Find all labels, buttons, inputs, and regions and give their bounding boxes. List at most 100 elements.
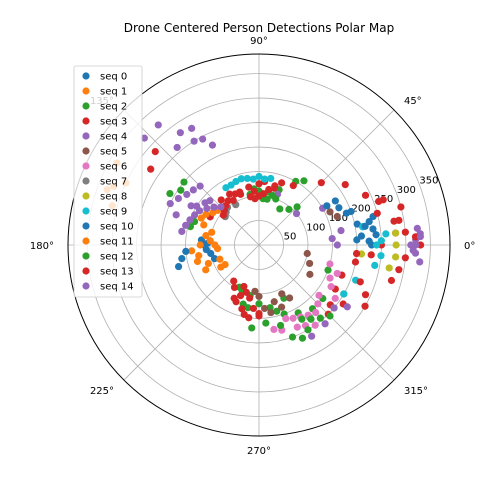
data-point (209, 209, 217, 217)
theta-tick-label: 315° (404, 386, 428, 397)
data-point (237, 175, 245, 183)
data-point (317, 179, 325, 187)
data-point (245, 183, 253, 191)
legend-marker (82, 162, 90, 170)
data-point (385, 264, 393, 272)
legend-marker (82, 237, 90, 245)
data-point (278, 179, 286, 187)
legend-marker (82, 192, 90, 200)
data-point (197, 214, 205, 222)
angular-gridline (123, 109, 260, 246)
data-point (230, 294, 238, 302)
data-point (191, 211, 199, 219)
data-point (333, 241, 341, 249)
legend-marker (82, 87, 90, 95)
data-point (276, 205, 284, 213)
legend-label: seq 8 (100, 192, 127, 203)
data-point (271, 182, 279, 190)
data-point (365, 237, 373, 245)
data-point (392, 253, 400, 261)
data-point (226, 190, 234, 198)
data-point (249, 304, 258, 313)
data-point (412, 241, 420, 249)
data-point (210, 203, 218, 211)
data-point (206, 237, 214, 245)
data-point (401, 254, 409, 262)
data-point (351, 258, 360, 266)
data-point (330, 304, 338, 312)
data-point (154, 121, 162, 129)
data-point (377, 252, 385, 260)
data-point (199, 135, 207, 143)
data-point (193, 202, 201, 210)
data-point (236, 188, 244, 196)
data-point (373, 209, 381, 217)
data-point (392, 241, 400, 249)
data-point (251, 287, 259, 295)
legend-label: seq 5 (100, 147, 127, 158)
theta-tick-label: 45° (404, 96, 422, 107)
data-point (188, 124, 196, 132)
data-point (208, 228, 216, 236)
data-points (103, 121, 425, 342)
data-point (265, 185, 273, 194)
angular-gridline (258, 109, 395, 246)
data-point (245, 314, 253, 322)
legend-box (73, 65, 143, 298)
legend-marker (82, 222, 90, 230)
data-point (195, 252, 203, 260)
data-point (240, 282, 248, 291)
data-point (172, 211, 180, 219)
legend-label: seq 7 (100, 177, 127, 188)
data-point (182, 247, 190, 256)
data-point (196, 182, 204, 190)
data-point (210, 255, 219, 263)
data-point (262, 319, 270, 327)
data-point (230, 283, 239, 292)
data-point (326, 312, 334, 320)
data-point (174, 262, 183, 271)
data-point (177, 186, 185, 194)
legend: seq 0 seq 1 seq 2 seq 3 seq 4 seq 5 seq 6 seq 7… (73, 65, 143, 298)
legend-label: seq 1 (100, 87, 127, 98)
data-point (203, 204, 211, 213)
data-point (238, 305, 246, 313)
data-point (416, 258, 424, 266)
legend-marker (82, 207, 90, 215)
data-point (304, 326, 312, 334)
data-point (285, 205, 293, 213)
data-point (230, 277, 238, 285)
legend-marker (82, 102, 90, 110)
data-point (246, 294, 254, 302)
data-point (382, 230, 390, 238)
data-point (166, 200, 174, 208)
angular-gridline (123, 244, 260, 381)
data-point (326, 274, 334, 282)
legend-marker (82, 132, 90, 140)
data-point (270, 298, 278, 306)
data-point (202, 266, 210, 274)
data-point (323, 202, 331, 210)
data-point (397, 203, 405, 211)
data-point (335, 204, 343, 212)
theta-tick-label: 180° (30, 241, 54, 252)
data-point (278, 303, 286, 311)
data-point (182, 221, 190, 229)
data-point (204, 259, 212, 268)
data-point (151, 148, 159, 156)
data-point (341, 181, 349, 189)
data-point (361, 302, 369, 310)
data-point (343, 303, 351, 311)
data-point (390, 217, 398, 225)
data-point (361, 191, 370, 199)
data-point (337, 226, 345, 235)
data-point (221, 260, 229, 269)
legend-label: seq 9 (100, 207, 127, 218)
data-point (196, 241, 204, 249)
legend-label: seq 4 (100, 132, 127, 143)
data-point (255, 292, 263, 301)
data-point (369, 225, 377, 233)
data-point (298, 315, 306, 323)
legend-marker (82, 72, 90, 80)
data-point (375, 197, 383, 206)
